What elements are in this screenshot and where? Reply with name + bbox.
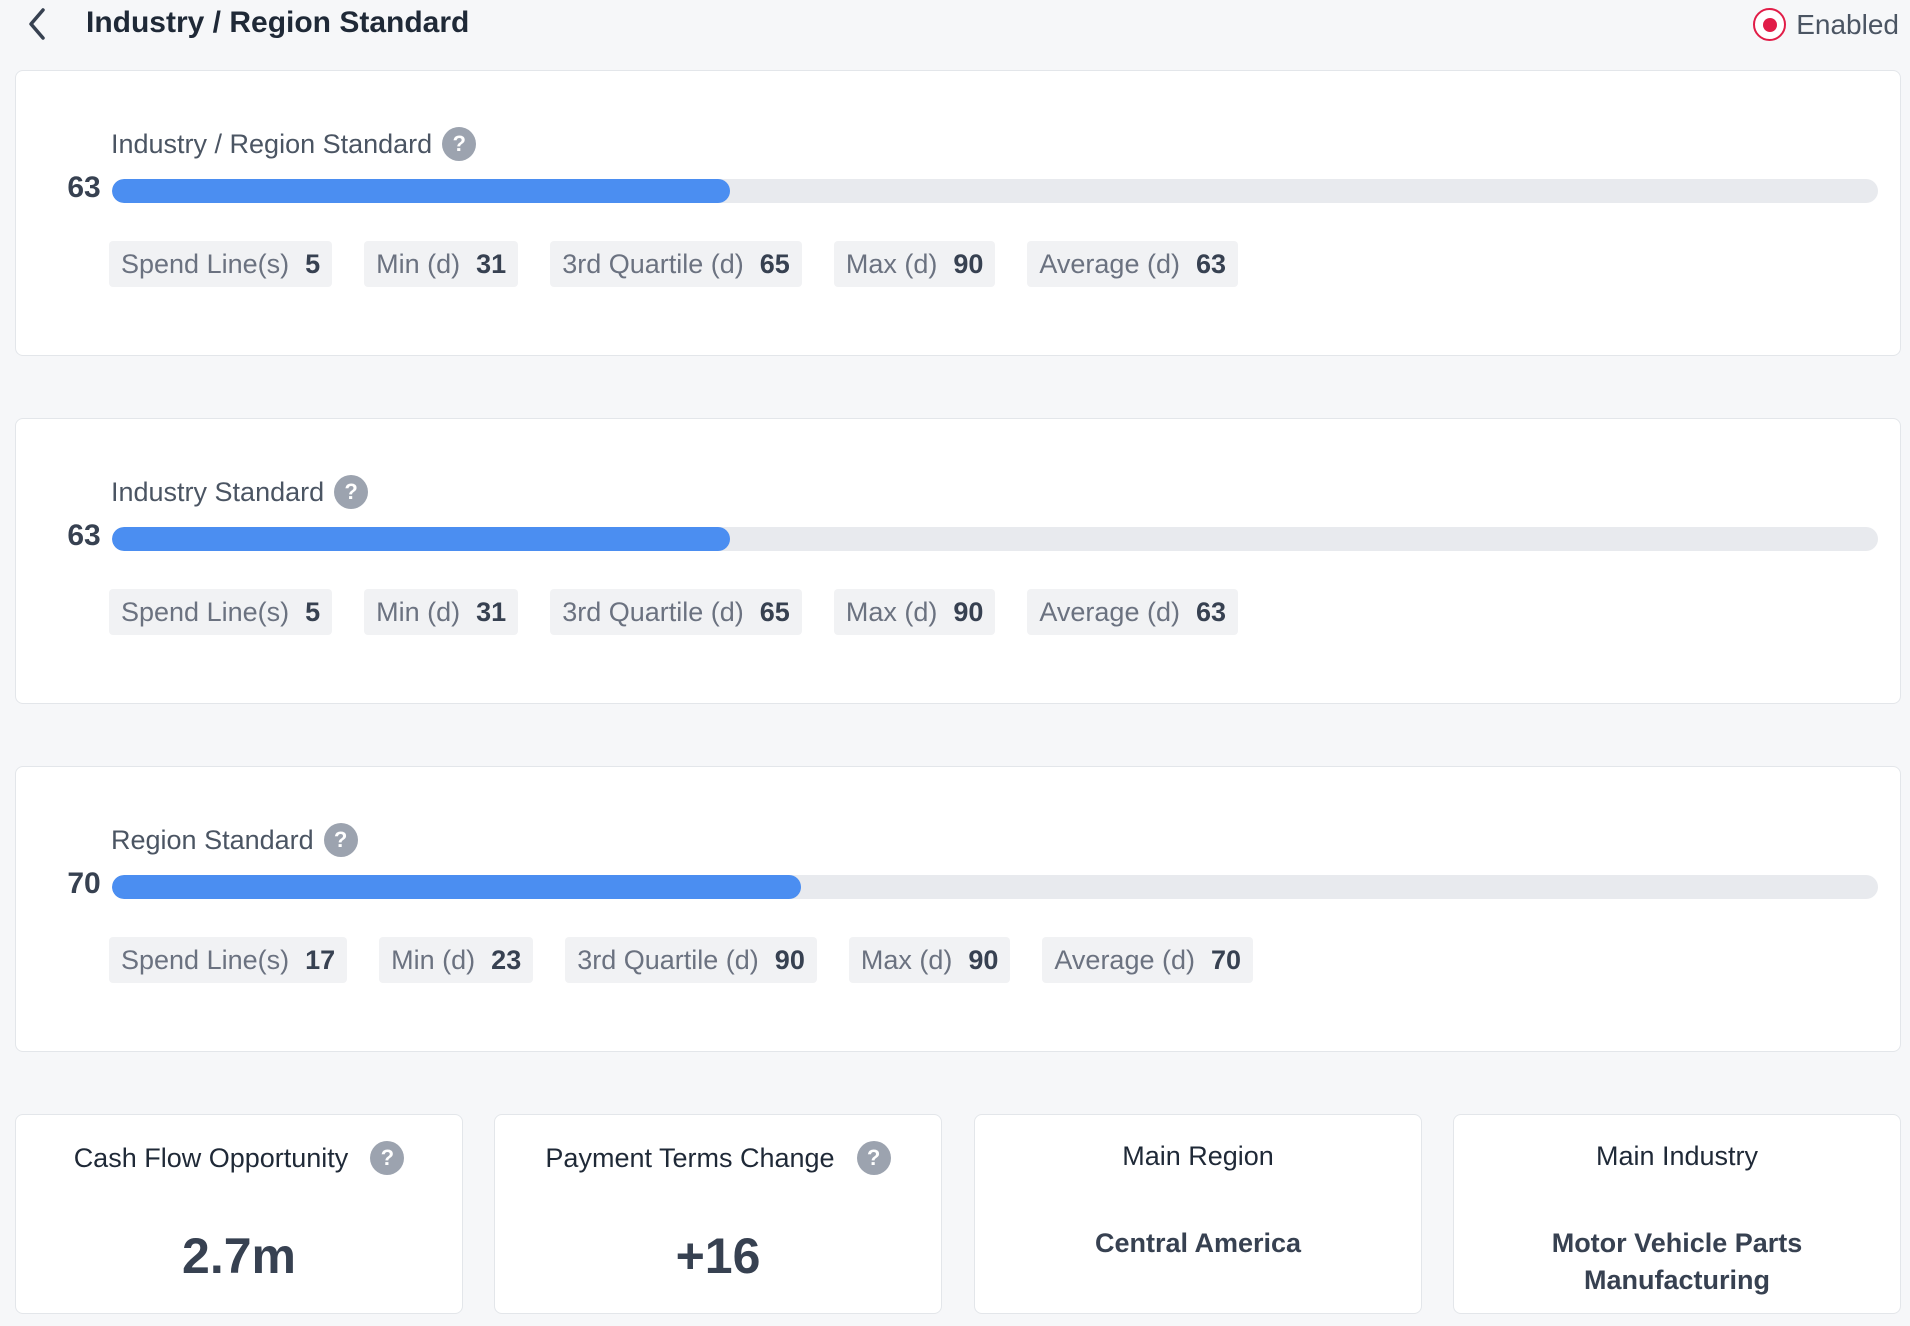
kpi-card-main-region: Main Region Central America: [974, 1114, 1422, 1314]
kpi-value: Motor Vehicle Parts Manufacturing: [1551, 1228, 1803, 1295]
kpi-card-payment-terms: Payment Terms Change ? +16: [494, 1114, 942, 1314]
stat-value: 90: [953, 596, 984, 627]
stat-label: Spend Line(s): [121, 596, 290, 627]
stat-chip-average: Average (d) 63: [1027, 589, 1239, 635]
standard-title: Industry / Region Standard: [111, 128, 433, 159]
help-icon[interactable]: ?: [442, 127, 477, 161]
stat-value: 5: [305, 248, 321, 279]
kpi-value: 2.7m: [182, 1228, 296, 1284]
progress-fill: [112, 875, 801, 899]
radio-dot-icon: [1762, 17, 1777, 32]
progress-track: [112, 527, 1878, 551]
standard-card-industry: Industry Standard ? 63 Spend Line(s) 5 Mi…: [15, 418, 1901, 704]
stat-label: Spend Line(s): [121, 248, 290, 279]
stat-label: Spend Line(s): [121, 944, 290, 975]
stat-chip-max: Max (d) 90: [833, 241, 996, 287]
stat-label: Min (d): [376, 596, 461, 627]
stat-chip-max: Max (d) 90: [848, 937, 1011, 983]
standard-title: Industry Standard: [111, 476, 325, 507]
stat-chip-3rd-quartile: 3rd Quartile (d) 65: [550, 241, 802, 287]
standard-label: Industry Standard ?: [111, 475, 369, 509]
stat-value: 90: [953, 248, 984, 279]
help-icon[interactable]: ?: [856, 1141, 891, 1175]
stats-row: Spend Line(s) 5 Min (d) 31 3rd Quartile (d…: [109, 589, 1239, 635]
standard-label: Industry / Region Standard ?: [111, 127, 477, 161]
kpi-header: Main Industry: [1454, 1141, 1900, 1172]
stat-value: 63: [1195, 596, 1227, 627]
stat-label: Max (d): [845, 248, 938, 279]
stat-label: Average (d): [1039, 248, 1180, 279]
stat-value: 17: [305, 944, 336, 975]
progress-fill: [112, 179, 731, 203]
kpi-label: Payment Terms Change: [545, 1142, 835, 1173]
progress-track: [112, 179, 1878, 203]
stat-value: 65: [759, 596, 790, 627]
status-label: Enabled: [1796, 8, 1899, 40]
stat-chip-min: Min (d) 23: [379, 937, 534, 983]
help-icon[interactable]: ?: [323, 823, 358, 857]
standard-title: Region Standard: [111, 824, 314, 855]
stats-row: Spend Line(s) 5 Min (d) 31 3rd Quartile (d…: [109, 241, 1239, 287]
stat-value: 65: [759, 248, 790, 279]
kpi-card-cash-flow: Cash Flow Opportunity ? 2.7m: [15, 1114, 463, 1314]
help-icon[interactable]: ?: [370, 1141, 405, 1175]
stat-label: Average (d): [1039, 596, 1180, 627]
stat-chip-3rd-quartile: 3rd Quartile (d) 90: [565, 937, 817, 983]
stat-chip-average: Average (d) 63: [1027, 241, 1239, 287]
stat-chip-min: Min (d) 31: [364, 241, 519, 287]
stat-chip-spend-lines: Spend Line(s) 5: [109, 589, 333, 635]
stat-label: Min (d): [391, 944, 476, 975]
kpi-label: Main Industry: [1595, 1141, 1759, 1171]
stat-value: 31: [476, 248, 507, 279]
kpi-label: Cash Flow Opportunity: [73, 1142, 349, 1173]
kpi-label: Main Region: [1122, 1141, 1274, 1171]
kpi-header: Cash Flow Opportunity ?: [16, 1141, 462, 1175]
stat-label: 3rd Quartile (d): [577, 944, 759, 975]
chevron-left-icon: [29, 8, 45, 40]
stat-label: Average (d): [1054, 944, 1195, 975]
enabled-status[interactable]: Enabled: [1753, 8, 1899, 41]
stat-value: 31: [476, 596, 507, 627]
stat-value: 90: [774, 944, 805, 975]
kpi-value: Central America: [1094, 1228, 1302, 1258]
stat-label: Min (d): [376, 248, 461, 279]
stat-label: 3rd Quartile (d): [562, 248, 744, 279]
stat-chip-average: Average (d) 70: [1042, 937, 1254, 983]
stat-value: 5: [305, 596, 321, 627]
stat-chip-spend-lines: Spend Line(s) 5: [109, 241, 333, 287]
stat-label: Max (d): [860, 944, 953, 975]
help-icon[interactable]: ?: [334, 475, 369, 509]
stat-label: Max (d): [845, 596, 938, 627]
page-title: Industry / Region Standard: [86, 6, 470, 39]
stats-row: Spend Line(s) 17 Min (d) 23 3rd Quartile (…: [109, 937, 1254, 983]
stat-value: 63: [1195, 248, 1227, 279]
back-button[interactable]: [22, 4, 52, 44]
progress-track: [112, 875, 1878, 899]
stat-chip-min: Min (d) 31: [364, 589, 519, 635]
progress-fill: [112, 527, 731, 551]
stat-value: 70: [1210, 944, 1242, 975]
standard-score: 70: [67, 867, 101, 900]
stat-chip-max: Max (d) 90: [833, 589, 996, 635]
kpi-header: Payment Terms Change ?: [495, 1141, 941, 1175]
standard-score: 63: [67, 171, 101, 204]
enabled-radio[interactable]: [1753, 8, 1787, 41]
stat-value: 90: [968, 944, 999, 975]
standard-score: 63: [67, 519, 101, 552]
page-header: Industry / Region Standard Enabled: [0, 0, 1910, 50]
standard-label: Region Standard ?: [111, 823, 358, 857]
kpi-header: Main Region: [975, 1141, 1421, 1172]
stat-label: 3rd Quartile (d): [562, 596, 744, 627]
kpi-value: +16: [675, 1228, 761, 1284]
standard-card-region: Region Standard ? 70 Spend Line(s) 17 Min…: [15, 766, 1901, 1052]
stat-chip-spend-lines: Spend Line(s) 17: [109, 937, 348, 983]
stat-value: 23: [491, 944, 522, 975]
standard-card-industry-region: Industry / Region Standard ? 63 Spend Li…: [15, 70, 1901, 356]
stat-chip-3rd-quartile: 3rd Quartile (d) 65: [550, 589, 802, 635]
kpi-card-main-industry: Main Industry Motor Vehicle Parts Manufa…: [1453, 1114, 1901, 1314]
